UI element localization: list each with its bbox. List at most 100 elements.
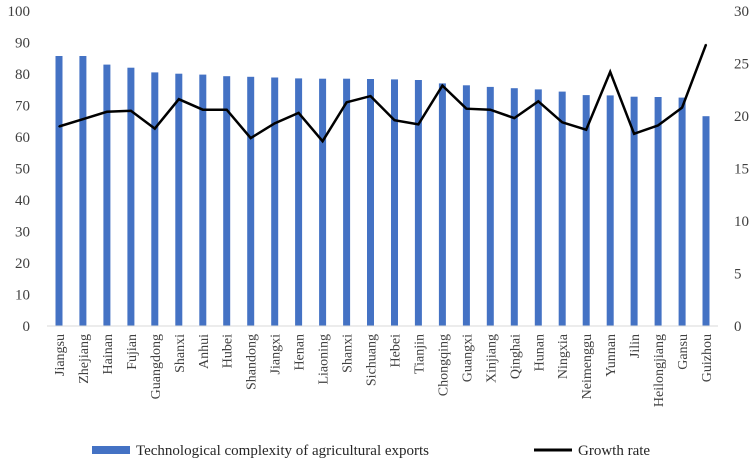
- bar-26: [654, 97, 662, 326]
- bar-19: [486, 86, 494, 327]
- bar-12: [319, 78, 327, 326]
- bar-21: [534, 89, 542, 327]
- bar-3: [103, 64, 111, 326]
- bar-5: [151, 72, 159, 327]
- category-label: Sichuang: [365, 334, 380, 386]
- legend: Technological complexity of agricultural…: [92, 443, 650, 459]
- growth-rate-point-13: [345, 101, 348, 104]
- category-label: Anhui: [197, 334, 212, 369]
- bar-6: [175, 73, 183, 326]
- growth-rate-point-17: [441, 84, 444, 87]
- category-label: Heilongjiang: [652, 334, 667, 407]
- bar-2: [79, 56, 87, 326]
- right-tick-label: 25: [734, 57, 749, 73]
- category-labels: Jiangsu Zhejiang Hainan Fujian Guangdong Shan…: [53, 333, 715, 407]
- bar-4: [127, 67, 135, 326]
- bar-9: [247, 76, 255, 326]
- growth-rate-point-8: [225, 108, 228, 111]
- left-tick-label: 70: [15, 99, 30, 115]
- category-label: Tianjin: [412, 334, 427, 374]
- bar-28: [702, 116, 710, 326]
- right-tick-label: 10: [734, 214, 749, 230]
- category-label: Yunnan: [604, 334, 619, 377]
- left-tick-label: 100: [8, 4, 31, 20]
- growth-rate-point-19: [489, 108, 492, 111]
- growth-rate-point-24: [609, 71, 611, 73]
- growth-rate-series: [58, 43, 708, 144]
- category-label: Zhejiang: [77, 334, 92, 384]
- growth-rate-point-10: [273, 122, 276, 125]
- bar-10: [271, 77, 279, 326]
- growth-rate-point-28: [705, 43, 707, 46]
- category-label: Hubei: [221, 334, 236, 368]
- growth-rate-point-5: [154, 127, 156, 130]
- bar-24: [606, 95, 614, 327]
- growth-rate-point-27: [681, 106, 683, 109]
- category-label: Hunan: [532, 334, 547, 371]
- growth-rate-point-26: [657, 124, 659, 127]
- legend-line-label: Growth rate: [578, 443, 650, 459]
- bar-23: [582, 95, 590, 326]
- right-tick-label: 30: [734, 4, 749, 20]
- category-label: Jiangsu: [53, 334, 68, 376]
- legend-bar-label: Technological complexity of agricultural…: [136, 443, 429, 459]
- bar-22: [558, 91, 566, 326]
- bar-25: [630, 96, 638, 326]
- bar-1: [55, 56, 63, 326]
- category-label: Liaoning: [317, 334, 332, 385]
- category-label: Guangxi: [460, 334, 475, 382]
- left-tick-label: 0: [23, 319, 31, 335]
- bar-13: [343, 78, 351, 326]
- left-axis: 0 10 20 30 40 50 60 70 80 90 100: [8, 4, 31, 335]
- category-label: Guangdong: [149, 334, 164, 399]
- growth-rate-point-23: [585, 128, 587, 131]
- legend-bar-swatch: [92, 446, 130, 454]
- left-tick-label: 50: [15, 162, 30, 178]
- growth-rate-point-25: [633, 133, 635, 135]
- bar-17: [438, 83, 446, 327]
- right-tick-label: 5: [734, 267, 742, 283]
- growth-rate-point-22: [561, 121, 563, 124]
- category-label: Shanxi: [173, 334, 188, 373]
- left-tick-label: 80: [15, 67, 30, 83]
- left-tick-label: 10: [15, 288, 30, 304]
- growth-rate-point-14: [369, 95, 372, 97]
- growth-rate-point-4: [130, 110, 132, 112]
- left-tick-label: 40: [15, 193, 30, 209]
- left-tick-label: 60: [15, 130, 30, 146]
- left-tick-label: 20: [15, 256, 30, 272]
- category-label: Hainan: [101, 334, 116, 374]
- growth-rate-point-1: [58, 125, 60, 128]
- category-label: Shandong: [245, 334, 260, 390]
- category-label: Gansu: [676, 334, 691, 370]
- bar-27: [678, 97, 686, 326]
- bar-15: [391, 79, 398, 327]
- category-label: Shanxi: [341, 334, 356, 373]
- category-label: Neimenggu: [580, 334, 595, 399]
- left-tick-label: 30: [15, 225, 30, 241]
- growth-rate-point-15: [393, 119, 396, 121]
- bar-series: [47, 56, 718, 327]
- category-label: Jilin: [628, 334, 643, 358]
- growth-rate-point-12: [321, 140, 324, 142]
- category-label: Fujian: [125, 334, 140, 370]
- bar-16: [414, 80, 422, 326]
- growth-rate-point-11: [297, 112, 300, 114]
- growth-rate-point-2: [82, 118, 84, 120]
- growth-rate-point-7: [202, 108, 204, 111]
- growth-rate-point-3: [106, 111, 108, 113]
- category-label: Ningxia: [556, 333, 571, 379]
- growth-rate-point-9: [249, 137, 252, 139]
- left-tick-label: 90: [15, 36, 30, 52]
- growth-rate-line: [58, 44, 708, 144]
- bar-20: [510, 88, 518, 326]
- growth-rate-point-16: [417, 123, 420, 126]
- right-tick-label: 0: [734, 319, 742, 335]
- right-tick-label: 20: [734, 109, 749, 125]
- bar-8: [223, 76, 231, 326]
- category-label: Henan: [293, 334, 308, 371]
- category-label: Chongqing: [436, 334, 451, 396]
- bar-11: [295, 78, 303, 327]
- growth-rate-point-18: [465, 107, 468, 110]
